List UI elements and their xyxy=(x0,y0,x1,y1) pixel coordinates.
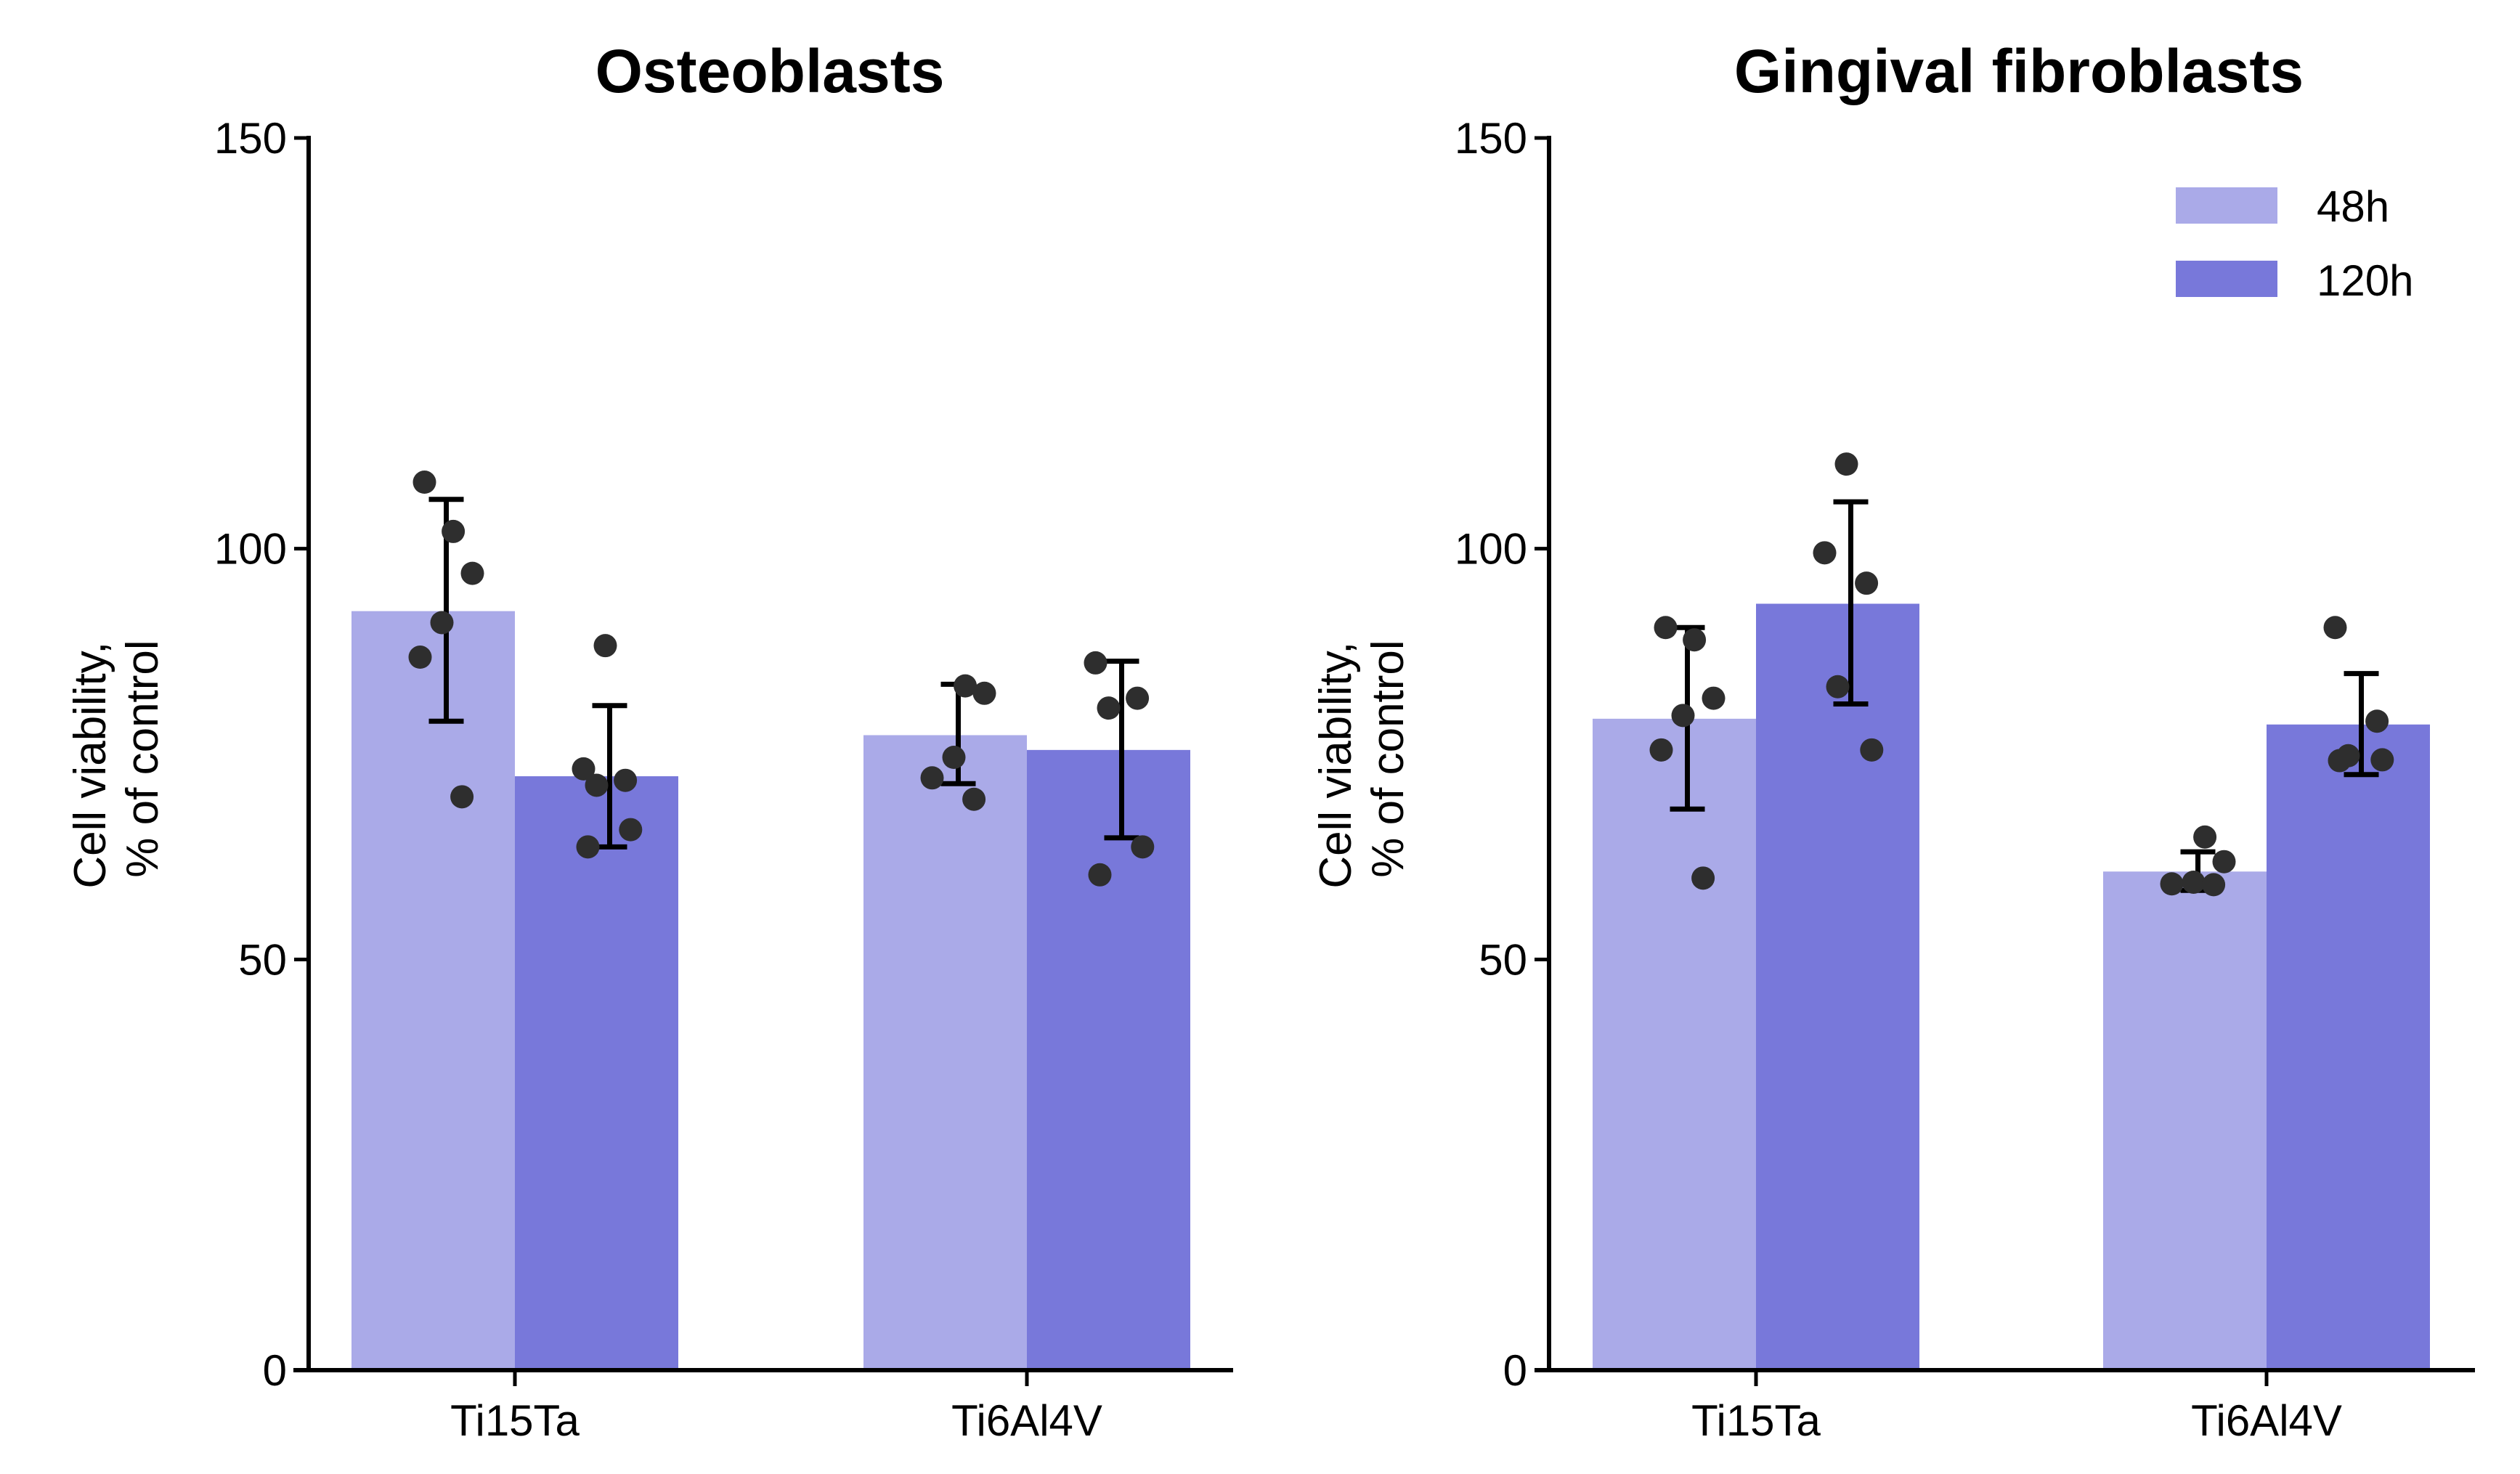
data-point-48h-Ti15Ta xyxy=(1683,628,1707,652)
data-point-120h-Ti15Ta xyxy=(593,634,617,658)
data-point-120h-Ti6Al4V xyxy=(1131,835,1155,859)
legend-label-120h: 120h xyxy=(2317,256,2413,305)
bars-layer xyxy=(351,471,1190,1371)
bar-48h-Ti15Ta xyxy=(1593,718,1756,1370)
data-point-120h-Ti6Al4V xyxy=(2328,749,2352,773)
data-point-48h-Ti6Al4V xyxy=(2160,872,2184,896)
x-tick-label: Ti15Ta xyxy=(1691,1396,1821,1445)
data-point-48h-Ti15Ta xyxy=(412,471,436,494)
axes-layer: 0 50 100 150 Ti15Ta Ti6Al4V xyxy=(1455,114,2475,1445)
data-point-48h-Ti15Ta xyxy=(408,646,432,669)
data-point-120h-Ti15Ta xyxy=(614,768,638,792)
data-point-48h-Ti15Ta xyxy=(1691,866,1715,890)
error-bar-120h-Ti6Al4V xyxy=(1104,659,1139,841)
x-tick-label: Ti6Al4V xyxy=(2191,1396,2342,1445)
data-point-48h-Ti6Al4V xyxy=(972,681,996,705)
bar-120h-Ti6Al4V xyxy=(1027,749,1190,1370)
y-axis-label-line-1: Cell viability, xyxy=(65,642,115,889)
bar-120h-Ti15Ta xyxy=(1756,603,1919,1370)
y-tick-label: 100 xyxy=(1455,525,1527,574)
y-tick-label: 150 xyxy=(1455,114,1527,163)
y-axis-label: Cell viability, % of control xyxy=(1311,629,1413,888)
data-point-48h-Ti6Al4V xyxy=(2182,870,2206,894)
data-point-120h-Ti15Ta xyxy=(572,757,596,781)
data-point-48h-Ti15Ta xyxy=(430,611,454,635)
legend-swatch-48h xyxy=(2176,187,2277,224)
data-point-120h-Ti15Ta xyxy=(1860,738,1884,762)
y-axis-label-line-1: Cell viability, xyxy=(1311,642,1361,889)
y-tick-label: 50 xyxy=(1479,935,1527,984)
y-tick-label: 150 xyxy=(214,114,287,163)
y-tick-label: 50 xyxy=(238,935,287,984)
panel-osteoblasts: Osteoblasts Cell viability, % of control… xyxy=(65,37,1233,1445)
y-tick-label: 0 xyxy=(1503,1346,1527,1395)
bar-48h-Ti6Al4V xyxy=(863,735,1027,1370)
bar-48h-Ti6Al4V xyxy=(2103,871,2267,1370)
y-axis-label-line-2: % of control xyxy=(1363,640,1413,877)
data-point-120h-Ti15Ta xyxy=(576,835,600,859)
bar-120h-Ti6Al4V xyxy=(2267,724,2430,1370)
data-point-48h-Ti6Al4V xyxy=(962,787,986,811)
data-point-120h-Ti6Al4V xyxy=(1084,651,1107,675)
data-point-48h-Ti6Al4V xyxy=(2202,873,2226,897)
data-point-48h-Ti6Al4V xyxy=(2212,850,2236,874)
legend: 48h 120h xyxy=(2176,182,2413,305)
data-point-120h-Ti15Ta xyxy=(1834,452,1858,476)
bar-120h-Ti15Ta xyxy=(515,776,678,1370)
legend-swatch-120h xyxy=(2176,261,2277,297)
data-point-120h-Ti6Al4V xyxy=(1126,686,1150,710)
x-tick-label: Ti6Al4V xyxy=(951,1396,1102,1445)
y-tick-label: 100 xyxy=(214,525,287,574)
data-point-120h-Ti6Al4V xyxy=(1097,696,1121,720)
bar-48h-Ti15Ta xyxy=(351,611,515,1371)
data-point-48h-Ti15Ta xyxy=(450,785,474,809)
data-point-48h-Ti6Al4V xyxy=(920,766,944,790)
x-tick-label: Ti15Ta xyxy=(450,1396,580,1445)
data-point-120h-Ti6Al4V xyxy=(2323,616,2347,640)
data-point-120h-Ti15Ta xyxy=(1826,675,1850,699)
error-bar-120h-Ti6Al4V xyxy=(2344,671,2379,778)
y-tick-label: 0 xyxy=(263,1346,287,1395)
data-point-48h-Ti15Ta xyxy=(442,519,466,543)
data-point-48h-Ti15Ta xyxy=(1702,686,1726,710)
data-point-48h-Ti15Ta xyxy=(460,561,484,585)
y-axis-label-line-2: % of control xyxy=(118,640,168,877)
y-axis-label: Cell viability, % of control xyxy=(65,629,168,888)
panel-gingival-fibroblasts: Gingival fibroblasts Cell viability, % o… xyxy=(1311,37,2475,1445)
legend-label-48h: 48h xyxy=(2317,182,2389,231)
data-point-48h-Ti6Al4V xyxy=(954,674,977,698)
data-point-120h-Ti6Al4V xyxy=(2370,748,2394,772)
data-point-120h-Ti6Al4V xyxy=(2365,709,2389,733)
data-point-120h-Ti15Ta xyxy=(585,773,609,797)
data-point-120h-Ti15Ta xyxy=(1855,571,1879,595)
data-point-48h-Ti6Al4V xyxy=(2193,825,2217,849)
error-bar-120h-Ti15Ta xyxy=(1833,499,1869,707)
data-point-48h-Ti6Al4V xyxy=(942,746,966,770)
data-point-48h-Ti15Ta xyxy=(1671,704,1695,728)
data-point-48h-Ti15Ta xyxy=(1649,738,1673,762)
data-point-48h-Ti15Ta xyxy=(1654,616,1678,640)
data-point-120h-Ti15Ta xyxy=(1813,541,1837,565)
chart-title: Osteoblasts xyxy=(596,37,945,105)
axes-layer: 0 50 100 150 Ti15Ta Ti6Al4V xyxy=(214,114,1233,1445)
data-point-120h-Ti6Al4V xyxy=(1088,863,1112,887)
data-point-120h-Ti15Ta xyxy=(619,818,643,842)
bars-layer xyxy=(1593,452,2430,1370)
chart-title: Gingival fibroblasts xyxy=(1734,37,2304,105)
